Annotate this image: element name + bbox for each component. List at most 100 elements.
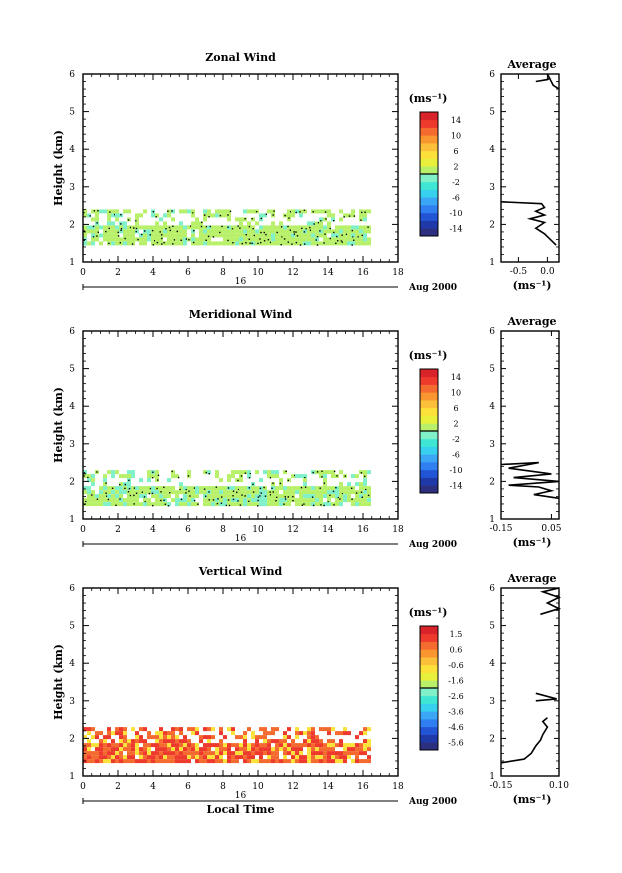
heatmap-cell	[187, 490, 191, 495]
heatmap-cell	[231, 233, 235, 238]
heatmap-cell	[203, 759, 207, 764]
heatmap-cell	[339, 739, 343, 744]
contour-dot	[353, 239, 355, 241]
heatmap-cell	[171, 217, 175, 222]
average-x-tick-label: -0.5	[510, 267, 528, 277]
heatmap-cell	[111, 474, 115, 479]
y-tick-label: 5	[69, 108, 75, 118]
heatmap-cell	[303, 731, 307, 736]
heatmap-cell	[327, 755, 331, 760]
heatmap-cell	[219, 233, 223, 238]
heatmap-cell	[315, 225, 319, 230]
heatmap-cell	[255, 470, 259, 475]
heatmap-cell	[367, 759, 371, 764]
heatmap-cell	[187, 502, 191, 507]
heatmap-cell	[363, 759, 367, 764]
colorbar-swatch	[420, 127, 438, 136]
contour-dot	[167, 210, 169, 212]
contour-dot	[163, 241, 165, 244]
heatmap-cell	[183, 498, 187, 503]
heatmap-cell	[207, 502, 211, 507]
heatmap-cell	[179, 727, 183, 732]
contour-dot	[232, 498, 235, 501]
heatmap-cell	[223, 241, 227, 246]
heatmap-cell	[235, 502, 239, 507]
heatmap-cell	[263, 731, 267, 736]
heatmap-cell	[243, 225, 247, 230]
heatmap-cell	[191, 743, 195, 748]
heatmap-cell	[171, 233, 175, 238]
contour-dot	[227, 487, 230, 489]
heatmap-cell	[87, 213, 91, 218]
heatmap-cell	[279, 747, 283, 752]
heatmap-cell	[83, 747, 87, 752]
heatmap-cell	[235, 229, 239, 234]
heatmap-cell	[287, 237, 291, 242]
contour-dot	[287, 241, 289, 243]
average-y-tick-label: 4	[489, 402, 495, 412]
heatmap-cell	[223, 233, 227, 238]
heatmap-cell	[143, 494, 147, 499]
heatmap-cell	[339, 743, 343, 748]
heatmap-cell	[271, 727, 275, 732]
heatmap-cell	[339, 241, 343, 246]
contour-dot	[96, 471, 98, 473]
heatmap-cell	[151, 474, 155, 479]
heatmap-cell	[91, 237, 95, 242]
heatmap-cell	[159, 731, 163, 736]
heatmap-cell	[151, 755, 155, 760]
heatmap-cell	[103, 739, 107, 744]
heatmap-cell	[147, 229, 151, 234]
contour-dot	[143, 496, 146, 498]
heatmap-cell	[287, 498, 291, 503]
heatmap-cell	[155, 229, 159, 234]
contour-dot	[257, 496, 260, 498]
contour-dot	[172, 225, 174, 227]
heatmap-cell	[87, 474, 91, 479]
heatmap-cell	[319, 502, 323, 507]
heatmap-cell	[363, 213, 367, 218]
average-title: Average	[506, 315, 556, 328]
heatmap-cell	[359, 751, 363, 756]
contour-dot	[133, 494, 135, 497]
x-tick-label: 10	[252, 525, 264, 535]
heatmap-cell	[135, 221, 139, 226]
contour-dot	[128, 488, 131, 490]
heatmap-cell	[275, 490, 279, 495]
heatmap-cell	[115, 237, 119, 242]
heatmap-cell	[111, 494, 115, 499]
heatmap-cell	[87, 751, 91, 756]
contour-dot	[135, 227, 138, 230]
heatmap-cell	[91, 502, 95, 507]
heatmap-cell	[303, 482, 307, 487]
heatmap-cell	[103, 735, 107, 740]
contour-dot	[332, 490, 335, 493]
contour-dot	[151, 477, 154, 479]
heatmap-cell	[315, 229, 319, 234]
heatmap-cell	[287, 490, 291, 495]
heatmap-cell	[183, 735, 187, 740]
average-x-tick-label: -0.15	[489, 524, 512, 534]
heatmap-cell	[243, 739, 247, 744]
heatmap-cell	[303, 237, 307, 242]
heatmap-cell	[87, 747, 91, 752]
heatmap-cell	[195, 486, 199, 491]
contour-dot	[304, 243, 306, 245]
heatmap-cell	[163, 743, 167, 748]
colorbar-swatch	[420, 376, 438, 385]
contour-dot	[267, 239, 270, 241]
contour-dot	[337, 240, 339, 242]
heatmap-cell	[363, 727, 367, 732]
heatmap-cell	[343, 241, 347, 246]
heatmap-cell	[259, 237, 263, 242]
heatmap-cell	[167, 478, 171, 483]
heatmap-cell	[179, 755, 183, 760]
heatmap-cell	[131, 759, 135, 764]
heatmap-cell	[299, 474, 303, 479]
contour-dot	[301, 504, 304, 506]
contour-dot	[244, 472, 247, 474]
heatmap-cell	[227, 229, 231, 234]
heatmap-cell	[219, 739, 223, 744]
heatmap-cell	[271, 502, 275, 507]
heatmap-cell	[299, 229, 303, 234]
